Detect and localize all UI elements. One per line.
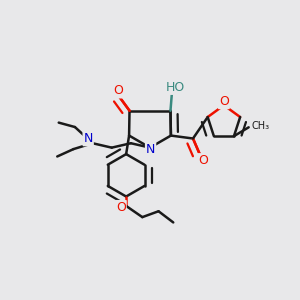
Text: CH₃: CH₃ [251,121,269,131]
Text: N: N [83,132,93,145]
Text: O: O [219,95,229,108]
Text: O: O [113,85,123,98]
Text: O: O [116,201,126,214]
Text: N: N [146,142,155,156]
Text: HO: HO [165,81,184,94]
Text: O: O [198,154,208,167]
